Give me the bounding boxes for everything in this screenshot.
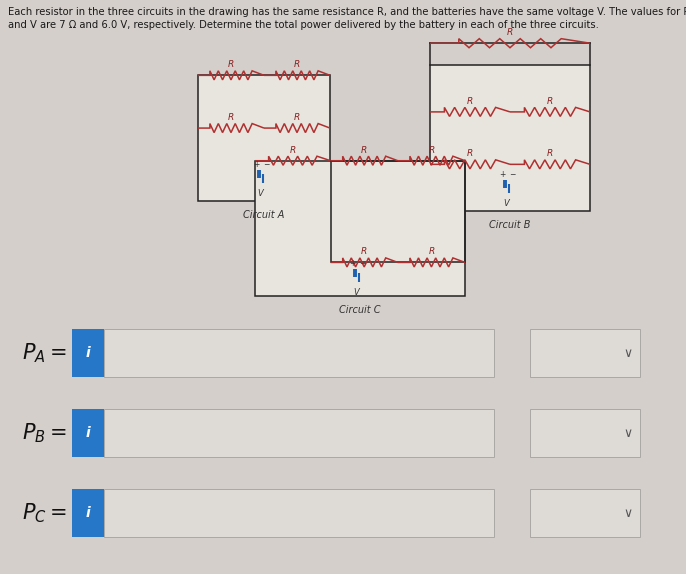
Text: R: R bbox=[547, 97, 553, 106]
Text: R: R bbox=[467, 97, 473, 106]
Text: R: R bbox=[361, 247, 367, 257]
Bar bbox=[255, 161, 465, 296]
Text: V: V bbox=[503, 199, 509, 208]
Text: R: R bbox=[289, 146, 296, 154]
Text: R: R bbox=[361, 146, 367, 154]
Text: R: R bbox=[294, 113, 300, 122]
FancyBboxPatch shape bbox=[72, 409, 104, 457]
Text: i: i bbox=[86, 506, 91, 520]
Text: R: R bbox=[547, 149, 553, 158]
Text: ∨: ∨ bbox=[624, 507, 632, 519]
Text: Circuit B: Circuit B bbox=[489, 220, 531, 230]
Text: Circuit C: Circuit C bbox=[340, 305, 381, 315]
Text: R: R bbox=[228, 113, 234, 122]
FancyBboxPatch shape bbox=[72, 489, 104, 537]
Text: +: + bbox=[253, 160, 259, 169]
Text: $P_C=$: $P_C=$ bbox=[22, 501, 67, 525]
Text: i: i bbox=[86, 426, 91, 440]
Text: $P_A=$: $P_A=$ bbox=[22, 342, 67, 365]
Text: +: + bbox=[499, 170, 505, 179]
Text: $P_B=$: $P_B=$ bbox=[22, 421, 67, 445]
Text: ∨: ∨ bbox=[624, 426, 632, 440]
Text: V: V bbox=[257, 189, 263, 198]
Bar bbox=[198, 75, 330, 201]
Text: R: R bbox=[507, 28, 513, 37]
Text: R: R bbox=[294, 60, 300, 69]
Text: Each resistor in the three circuits in the drawing has the same resistance R, an: Each resistor in the three circuits in t… bbox=[8, 7, 686, 30]
Text: R: R bbox=[467, 149, 473, 158]
Text: −: − bbox=[359, 259, 365, 268]
Text: i: i bbox=[86, 346, 91, 360]
FancyBboxPatch shape bbox=[530, 409, 640, 457]
Bar bbox=[331, 161, 465, 262]
Text: R: R bbox=[428, 146, 434, 154]
Text: R: R bbox=[428, 247, 434, 257]
Text: V: V bbox=[353, 288, 359, 297]
FancyBboxPatch shape bbox=[104, 329, 494, 377]
FancyBboxPatch shape bbox=[530, 489, 640, 537]
Text: −: − bbox=[263, 160, 269, 169]
FancyBboxPatch shape bbox=[104, 409, 494, 457]
FancyBboxPatch shape bbox=[104, 489, 494, 537]
Text: −: − bbox=[509, 170, 515, 179]
Text: +: + bbox=[348, 259, 355, 268]
Bar bbox=[430, 65, 590, 211]
Text: ∨: ∨ bbox=[624, 347, 632, 360]
FancyBboxPatch shape bbox=[530, 329, 640, 377]
Text: Circuit A: Circuit A bbox=[244, 210, 285, 220]
FancyBboxPatch shape bbox=[72, 329, 104, 377]
Text: R: R bbox=[228, 60, 234, 69]
